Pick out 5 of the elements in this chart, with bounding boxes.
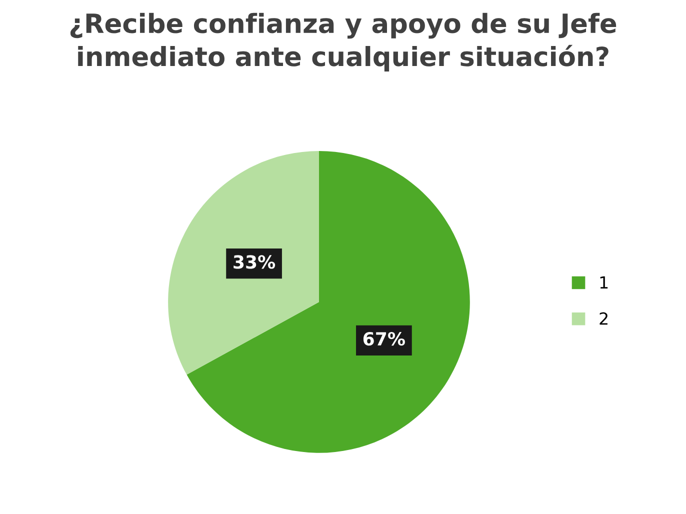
chart-title: ¿Recibe confianza y apoyo de su Jefe inmediato ante cualquier situación? <box>70 12 616 72</box>
data-label: 33% <box>234 255 276 269</box>
data-label: 67% <box>363 332 405 346</box>
legend-label: 1 <box>600 276 608 289</box>
legend-label: 2 <box>600 312 608 325</box>
